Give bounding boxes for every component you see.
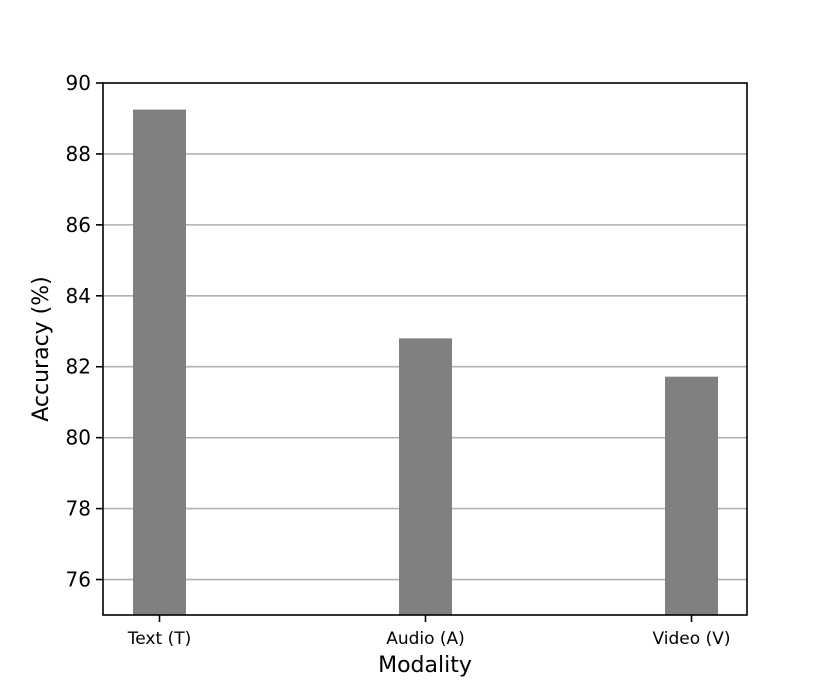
x-tick-label: Video (V)	[653, 629, 731, 649]
y-tick-label: 78	[66, 497, 91, 521]
y-axis-label: Accuracy (%)	[29, 276, 54, 422]
bars	[133, 109, 718, 615]
bar-1	[399, 338, 452, 615]
y-tick-label: 82	[66, 355, 91, 379]
bar-2	[665, 376, 718, 615]
x-tick-label: Audio (A)	[386, 629, 465, 649]
y-tick-label: 86	[66, 213, 91, 237]
y-tick-label: 80	[66, 426, 91, 450]
x-axis: Text (T) Audio (A) Video (V)	[127, 615, 731, 649]
bar-0	[133, 109, 186, 615]
x-axis-label: Modality	[378, 653, 472, 678]
y-tick-label: 88	[66, 142, 91, 166]
y-axis: 76 78 80 82 84 86 88 90	[66, 71, 103, 592]
x-tick-label: Text (T)	[127, 629, 191, 649]
y-tick-label: 90	[66, 71, 91, 95]
y-tick-label: 76	[66, 568, 91, 592]
y-tick-label: 84	[66, 284, 91, 308]
